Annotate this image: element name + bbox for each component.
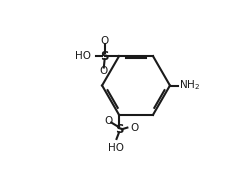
Text: O: O (100, 36, 109, 46)
Text: O: O (105, 116, 113, 126)
Text: HO: HO (76, 51, 92, 61)
Text: S: S (115, 123, 123, 136)
Text: NH$_2$: NH$_2$ (179, 79, 200, 92)
Text: HO: HO (108, 143, 124, 153)
Text: O: O (100, 65, 108, 76)
Text: O: O (130, 123, 138, 133)
Text: S: S (100, 50, 109, 63)
